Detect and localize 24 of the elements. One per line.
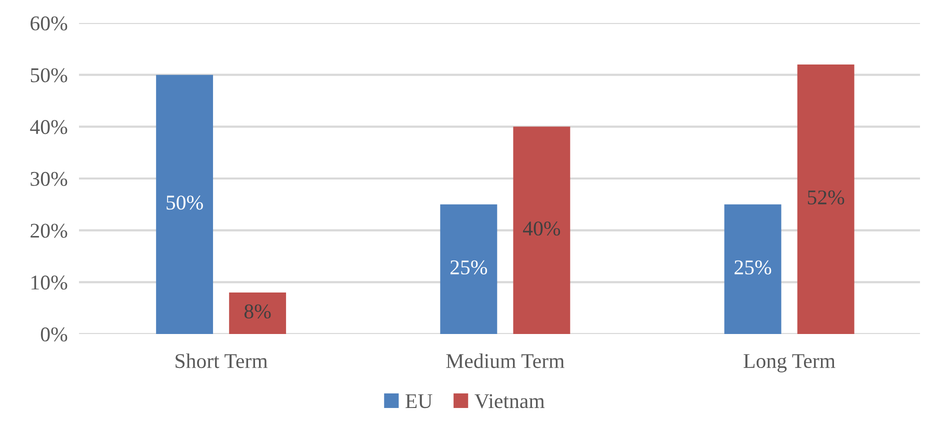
- bar: [229, 292, 286, 334]
- data-label: 40%: [523, 221, 560, 236]
- y-tick-label: 40%: [30, 120, 68, 134]
- legend-label: Vietnam: [474, 394, 545, 408]
- bar: [156, 74, 214, 334]
- data-label: 52%: [808, 190, 844, 205]
- bar: [440, 204, 498, 334]
- bar: [797, 64, 854, 334]
- y-tick-label: 0%: [40, 327, 68, 342]
- data-label: 8%: [244, 304, 271, 319]
- y-tick-label: 20%: [30, 224, 68, 238]
- data-label: 25%: [734, 260, 772, 274]
- data-label: 50%: [166, 196, 203, 210]
- legend-label: EU: [406, 394, 432, 408]
- bar: [724, 204, 782, 334]
- y-tick-label: 30%: [30, 172, 68, 186]
- x-tick-label: Short Term: [176, 353, 268, 368]
- y-tick-label: 10%: [32, 276, 68, 290]
- data-label: 25%: [450, 260, 488, 274]
- x-tick-label: Medium Term: [446, 353, 564, 368]
- x-tick-label: Long Term: [744, 354, 836, 372]
- y-tick-label: 60%: [30, 16, 68, 30]
- bar: [513, 126, 570, 334]
- y-tick-label: 50%: [30, 68, 68, 82]
